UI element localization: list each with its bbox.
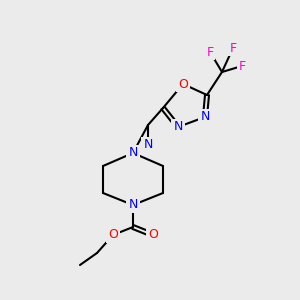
Text: O: O xyxy=(148,229,158,242)
Text: N: N xyxy=(128,199,138,212)
Text: O: O xyxy=(178,77,188,91)
Text: N: N xyxy=(143,139,153,152)
Text: O: O xyxy=(108,229,118,242)
Text: F: F xyxy=(238,59,246,73)
Text: N: N xyxy=(128,146,138,160)
Text: F: F xyxy=(230,41,237,55)
Text: N: N xyxy=(128,199,138,212)
Text: F: F xyxy=(206,46,214,59)
Text: N: N xyxy=(200,110,210,124)
Text: N: N xyxy=(173,121,183,134)
